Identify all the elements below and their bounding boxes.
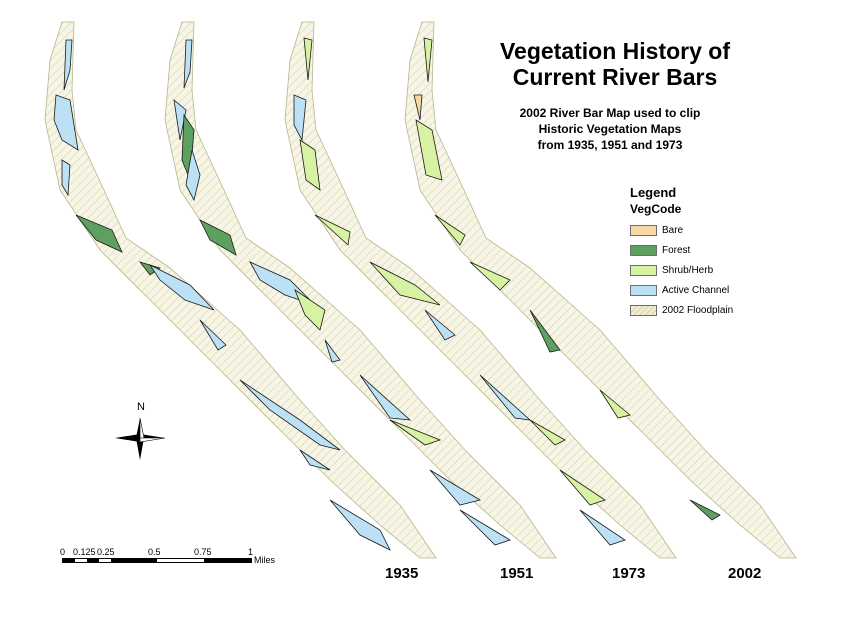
north-arrow-icon (115, 417, 166, 460)
legend-swatch-bare (630, 224, 657, 236)
shrub-patch (299, 139, 321, 191)
title-line-1: Vegetation History of (499, 38, 731, 64)
bare-patch (413, 94, 423, 121)
north-label: N (137, 401, 145, 413)
scale-tick-1: 1 (248, 547, 254, 557)
legend-label-shrub-herb: Shrub/Herb (662, 264, 714, 276)
channel-patch (61, 159, 71, 197)
subtitle-line-2: Historic Vegetation Maps (538, 122, 682, 136)
scale-segment (204, 559, 251, 562)
channel-patch (185, 149, 201, 202)
forest-patch (529, 309, 561, 353)
shrub-patch (314, 214, 351, 246)
map-subtitle: 2002 River Bar Map used to clip Historic… (480, 105, 740, 153)
legend-swatch-shrub-herb (630, 264, 657, 276)
forest-patch (689, 499, 721, 521)
legend-item-bare: Bare (630, 220, 810, 240)
subtitle-line-1: 2002 River Bar Map used to clip (519, 106, 701, 120)
scale-tick-025: 0.25 (97, 547, 115, 557)
scale-segment (111, 559, 157, 562)
legend: Legend VegCode Bare Forest Shrub/Herb Ac… (630, 185, 810, 320)
forest-patch (199, 219, 237, 256)
shrub-patch (415, 119, 443, 181)
map-panel-1935 (44, 21, 437, 559)
legend-swatch-active-channel (630, 284, 657, 296)
channel-patch (63, 39, 73, 91)
floodplain-1935 (44, 21, 437, 559)
legend-item-active-channel: Active Channel (630, 280, 810, 300)
channel-patch (173, 99, 187, 141)
scale-segment (87, 559, 99, 562)
map-panel-2002 (404, 21, 797, 559)
channel-patch (239, 379, 341, 451)
legend-label-forest: Forest (662, 244, 691, 256)
channel-patch (148, 263, 215, 311)
shrub-patch (303, 37, 313, 81)
channel-patch (359, 374, 412, 421)
legend-label-floodplain: 2002 Floodplain (662, 304, 734, 316)
map-title: Vegetation History of Current River Bars (470, 38, 760, 90)
legend-item-floodplain: 2002 Floodplain (630, 300, 810, 320)
scale-segment (63, 559, 75, 562)
channel-patch (459, 509, 511, 546)
map-panel-1951 (164, 21, 557, 559)
channel-patch (199, 319, 227, 351)
scale-tick-075: 0.75 (194, 547, 212, 557)
legend-swatch-floodplain (630, 304, 657, 316)
shrub-patch (389, 419, 442, 446)
legend-label-active-channel: Active Channel (662, 284, 730, 296)
channel-patch (579, 509, 626, 546)
legend-subtitle: VegCode (630, 202, 682, 216)
legend-item-shrub-herb: Shrub/Herb (630, 260, 810, 280)
channel-patch (293, 94, 307, 142)
scale-tick-0: 0 (60, 547, 66, 557)
shrub-patch (369, 261, 441, 306)
channel-patch (183, 39, 193, 89)
shrub-patch (529, 419, 566, 446)
forest-patch (75, 214, 123, 253)
shrub-patch (469, 261, 511, 291)
shrub-patch (423, 37, 433, 83)
channel-patch (479, 374, 532, 421)
shrub-patch (559, 469, 606, 506)
subtitle-line-3: from 1935, 1951 and 1973 (537, 138, 683, 152)
channel-patch (429, 469, 482, 506)
channel-patch (329, 499, 391, 551)
scale-tick-05: 0.5 (148, 547, 161, 557)
scale-tick-0125: 0.125 (73, 547, 96, 557)
channel-patch (299, 449, 331, 471)
legend-label-bare: Bare (662, 224, 684, 236)
legend-item-forest: Forest (630, 240, 810, 260)
map-panel-1973 (284, 21, 677, 559)
scale-bar-graphic (62, 558, 252, 563)
title-line-2: Current River Bars (512, 64, 718, 90)
year-label-1973: 1973 (612, 565, 646, 582)
channel-patch (324, 339, 341, 363)
legend-swatch-forest (630, 244, 657, 256)
channel-patch (424, 309, 456, 341)
shrub-patch (434, 214, 466, 246)
legend-title: Legend (630, 185, 677, 200)
shrub-patch (599, 389, 631, 419)
scale-unit: Miles (254, 555, 276, 565)
shrub-patch (294, 288, 326, 331)
channel-patch (53, 94, 79, 151)
year-label-1935: 1935 (385, 565, 419, 582)
year-label-2002: 2002 (728, 565, 762, 582)
year-label-1951: 1951 (500, 565, 534, 582)
